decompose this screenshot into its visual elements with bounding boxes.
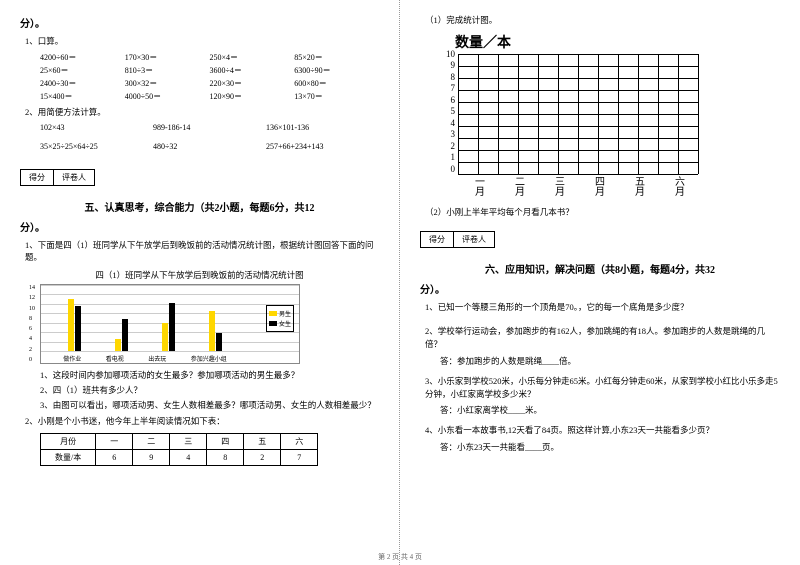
chart-title: 四（1）班同学从下午放学后到晚饭前的活动情况统计图 [40, 269, 359, 281]
ra3: 答：小红家离学校____米。 [440, 404, 780, 416]
problem2: 2、小刚是个小书迷，他今年上半年阅读情况如下表： [25, 415, 379, 428]
month-label: 一月 [471, 176, 486, 196]
table-cell: 8 [207, 449, 244, 465]
page-footer: 第 2 页 共 4 页 [0, 552, 800, 562]
q1-label: 1、口算。 [25, 35, 379, 48]
month-label: 六月 [671, 176, 686, 196]
score-box-r: 得分 评卷人 [420, 231, 495, 248]
score-box: 得分 评卷人 [20, 169, 95, 186]
calc-item: 810÷3＝ [125, 65, 210, 76]
rq3: 3、小乐家到学校520米，小乐每分钟走65米。小红每分钟走60米，从家到学校小红… [425, 375, 780, 401]
calc-item: 85×20＝ [294, 52, 379, 63]
reading-table: 月份一二三四五六 数量/本694827 [40, 433, 318, 466]
calc-item: 989-186-14 [153, 123, 266, 132]
table-header: 五 [244, 433, 281, 449]
table-header: 月份 [41, 433, 96, 449]
section5-end: 分）。 [20, 219, 379, 234]
problem1: 1、下面是四（1）班同学从下午放学后到晚饭前的活动情况统计图，根据统计图回答下面… [25, 239, 379, 265]
calc-item: 480÷32 [153, 142, 266, 151]
calc-item: 120×90＝ [210, 91, 295, 102]
rq2: 2、学校举行运动会，参加跑步的有162人，参加跳绳的有18人。参加跑步的人数是跳… [425, 325, 780, 351]
calc-item: 6300÷90＝ [294, 65, 379, 76]
calc-item: 2400÷30＝ [40, 78, 125, 89]
ra2: 答：参加跑步的人数是跳绳____倍。 [440, 355, 780, 367]
month-label: 三月 [551, 176, 566, 196]
section6-title: 六、应用知识，解决问题（共8小题，每题4分，共32 [420, 261, 780, 276]
calc-item: 136×101-136 [266, 123, 379, 132]
calc-item: 170×30＝ [125, 52, 210, 63]
calc-item: 4200÷60＝ [40, 52, 125, 63]
section5-title: 五、认真思考，综合能力（共2小题，每题6分，共12 [20, 199, 379, 214]
score-label: 得分 [21, 170, 54, 185]
legend-male: 男生 [279, 309, 291, 318]
calc-item: 35×25÷25×64÷25 [40, 142, 153, 151]
calc-item: 102×43 [40, 123, 153, 132]
table-header: 二 [133, 433, 170, 449]
table-cell: 9 [133, 449, 170, 465]
month-label: 五月 [631, 176, 646, 196]
legend-female: 女生 [279, 319, 291, 328]
calc-item: 13×70＝ [294, 91, 379, 102]
q2-label: 2、用简便方法计算。 [25, 106, 379, 119]
stat-chart: 数量／本 109876543210 一月二月三月四月五月六月 [440, 32, 700, 196]
calc-item: 3600÷4＝ [210, 65, 295, 76]
grader-label: 评卷人 [54, 170, 94, 185]
r1-label: （1）完成统计图。 [425, 14, 780, 27]
bar-chart-wrap: 四（1）班同学从下午放学后到晚饭前的活动情况统计图 14121086420 做作… [40, 269, 359, 364]
table-header: 三 [170, 433, 207, 449]
stat-title: 数量／本 [455, 32, 700, 52]
table-row-label: 数量/本 [41, 449, 96, 465]
calc-item: 15×400＝ [40, 91, 125, 102]
rq1: 1、已知一个等腰三角形的一个顶角是70。，它的每一个底角是多少度？ [425, 301, 780, 314]
bar-chart: 14121086420 做作业看电视出去玩参加兴趣小组 男生 女生 [40, 284, 300, 364]
table-header: 一 [96, 433, 133, 449]
calc-item: 300×32＝ [125, 78, 210, 89]
rq4: 4、小东看一本故事书,12天看了84页。照这样计算,小东23天一共能看多少页？ [425, 424, 780, 437]
p1-sub2: 2、四（1）班共有多少人？ [40, 384, 379, 396]
r2-label: （2）小刚上半年平均每个月看几本书？ [425, 206, 780, 219]
section6-end: 分）。 [420, 281, 780, 296]
calc-item: 220×30＝ [210, 78, 295, 89]
month-label: 四月 [591, 176, 606, 196]
grader-label-r: 评卷人 [454, 232, 494, 247]
calc-item: 25×60＝ [40, 65, 125, 76]
ra4: 答：小东23天一共能看____页。 [440, 441, 780, 453]
table-cell: 7 [281, 449, 318, 465]
calc-item: 250×4＝ [210, 52, 295, 63]
p1-sub1: 1、这段时间内参加哪项活动的女生最多？参加哪项活动的男生最多？ [40, 369, 379, 381]
table-header: 六 [281, 433, 318, 449]
p1-sub3: 3、由图可以看出，哪项活动男、女生人数相差最多？哪项活动男、女生的人数相差最少？ [40, 399, 379, 411]
table-cell: 6 [96, 449, 133, 465]
chart-legend: 男生 女生 [266, 305, 294, 332]
table-cell: 2 [244, 449, 281, 465]
month-label: 二月 [511, 176, 526, 196]
score-label-r: 得分 [421, 232, 454, 247]
calc-item: 257+66+234+143 [266, 142, 379, 151]
table-header: 四 [207, 433, 244, 449]
table-cell: 4 [170, 449, 207, 465]
calc-item: 600×80＝ [294, 78, 379, 89]
section-end: 分）。 [20, 15, 379, 30]
calc-item: 4000÷50＝ [125, 91, 210, 102]
